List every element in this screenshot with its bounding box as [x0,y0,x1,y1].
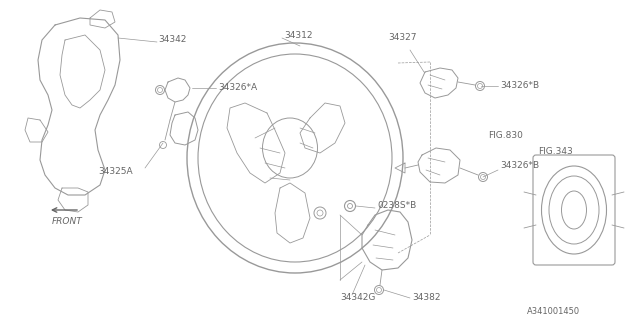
Text: 0238S*B: 0238S*B [377,202,416,211]
Text: 34342G: 34342G [340,293,376,302]
Text: 34382: 34382 [412,292,440,301]
Text: 34326*B: 34326*B [500,161,539,170]
Text: FRONT: FRONT [52,218,83,227]
Text: 34312: 34312 [284,31,312,41]
Text: 34327: 34327 [388,34,417,43]
Text: 34342: 34342 [158,36,186,44]
Text: 34325A: 34325A [98,167,132,177]
Text: A341001450: A341001450 [527,308,580,316]
Text: 34326*B: 34326*B [500,81,539,90]
Text: FIG.830: FIG.830 [488,131,523,140]
Text: 34326*A: 34326*A [218,83,257,92]
Text: FIG.343: FIG.343 [538,148,573,156]
